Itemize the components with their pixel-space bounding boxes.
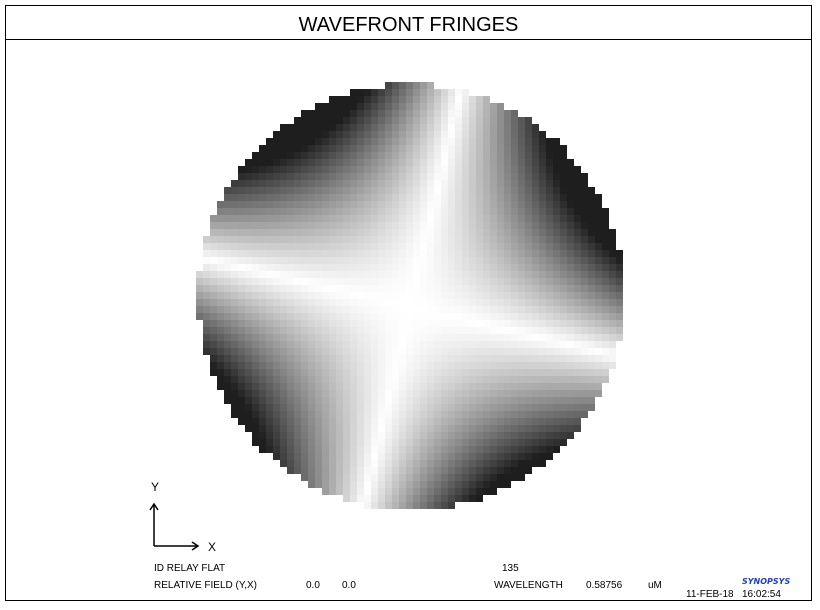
y-axis-label: Y: [151, 480, 159, 494]
axis-indicator: Y X: [149, 480, 216, 554]
plot-title: WAVEFRONT FRINGES: [298, 14, 519, 36]
lens-name: ID RELAY FLAT: [154, 563, 226, 574]
field-x-value: 0.0: [342, 580, 356, 591]
wavelength-unit: uM: [648, 580, 662, 591]
surface-number: 135: [502, 563, 519, 574]
time-stamp: 16:02:54: [742, 589, 781, 600]
field-y-value: 0.0: [306, 580, 320, 591]
title-bar: WAVEFRONT FRINGES: [6, 6, 811, 40]
plot-frame: WAVEFRONT FRINGES: [5, 5, 812, 601]
synopsys-logo: SYNOPSYS: [742, 577, 791, 586]
wavefront-fringe-map: [196, 82, 626, 512]
x-axis-arrow: [154, 541, 200, 551]
field-label: RELATIVE FIELD (Y,X): [154, 580, 257, 591]
date-stamp: 11-FEB-18: [686, 589, 734, 600]
wavelength-value: 0.58756: [586, 580, 623, 591]
y-axis-arrow: [149, 502, 159, 546]
wavelength-label: WAVELENGTH: [494, 580, 563, 591]
x-axis-label: X: [208, 540, 216, 554]
